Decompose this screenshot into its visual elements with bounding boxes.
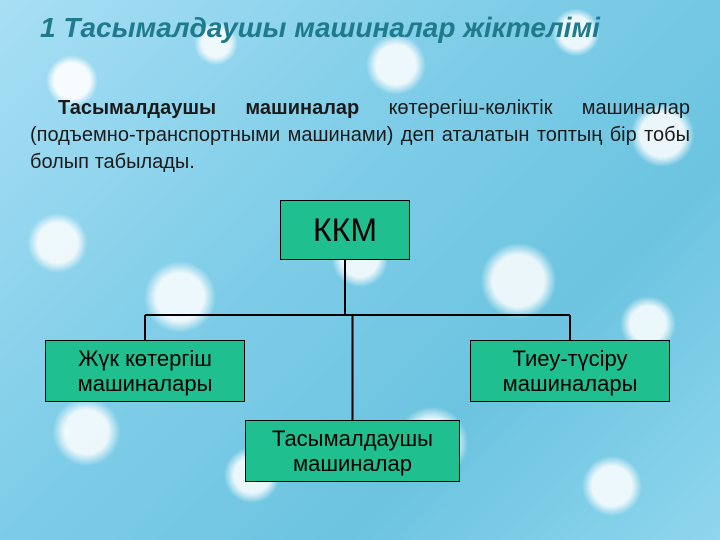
intro-paragraph: Тасымалдаушы машиналар көтерегіш-көлікті… bbox=[30, 95, 690, 176]
slide-title: 1 Тасымалдаушы машиналар жіктелімі bbox=[40, 12, 680, 44]
slide: 1 Тасымалдаушы машиналар жіктелімі Тасым… bbox=[0, 0, 720, 540]
tree-node-left: Жүк көтергіш машиналары bbox=[45, 340, 245, 402]
tree-node-root: ККМ bbox=[280, 200, 410, 260]
intro-bold-lead: Тасымалдаушы машиналар bbox=[58, 97, 359, 119]
tree-node-right: Тиеу-түсіру машиналары bbox=[470, 340, 670, 402]
tree-node-mid: Тасымалдаушы машиналар bbox=[245, 420, 460, 482]
